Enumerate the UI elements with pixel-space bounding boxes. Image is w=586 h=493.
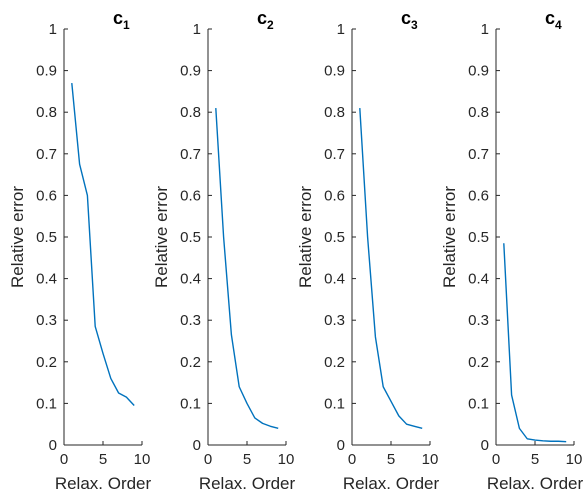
chart-2-x-tick-label: 10 [278,451,295,468]
chart-4-y-tick-label: 0.5 [468,229,489,246]
chart-3-y-tick-label: 0.3 [324,312,345,329]
chart-2-y-tick-label: 0.1 [180,395,201,412]
chart-4-x-tick-label: 0 [492,451,500,468]
chart-4-y-tick-label: 0.7 [468,146,489,163]
chart-4-y-tick-label: 0.4 [468,271,489,288]
chart-2-y-tick-label: 1 [193,21,201,38]
chart-4-y-tick-label: 0.9 [468,63,489,80]
chart-3-title: c3 [401,8,418,32]
chart-4-y-axis-label: Relative error [440,186,459,288]
chart-3-x-tick-label: 10 [422,451,439,468]
chart-1-y-tick-label: 0.2 [36,354,57,371]
chart-2-x-tick-label: 0 [204,451,212,468]
chart-2-y-axis-label: Relative error [152,186,171,288]
chart-2-y-tick-label: 0 [193,437,201,454]
chart-3-y-tick-label: 0.5 [324,229,345,246]
chart-3-y-tick-label: 0.9 [324,63,345,80]
chart-4-y-tick-label: 0.1 [468,395,489,412]
chart-1-title: c1 [113,8,130,32]
chart-3-x-tick-label: 0 [348,451,356,468]
chart-1-x-tick-label: 10 [134,451,151,468]
chart-1-x-tick-label: 5 [99,451,107,468]
chart-1-y-tick-label: 0.7 [36,146,57,163]
chart-3-y-tick-label: 0.2 [324,354,345,371]
chart-2-y-tick-label: 0.2 [180,354,201,371]
chart-4-y-tick-label: 0.6 [468,187,489,204]
chart-2-y-tick-label: 0.4 [180,271,201,288]
chart-4-y-tick-label: 0 [481,437,489,454]
chart-3-y-tick-label: 0.1 [324,395,345,412]
chart-2-y-tick-label: 0.6 [180,187,201,204]
chart-4-x-axis-label: Relax. Order [487,474,584,493]
chart-1-y-tick-label: 0.3 [36,312,57,329]
chart-1-y-tick-label: 0.1 [36,395,57,412]
chart-1-series-line [71,83,135,406]
chart-2-y-tick-label: 0.9 [180,63,201,80]
chart-1-x-tick-label: 0 [60,451,68,468]
chart-4-y-tick-label: 0.3 [468,312,489,329]
chart-1-y-tick-label: 0.4 [36,271,57,288]
chart-1-y-tick-label: 0.8 [36,104,57,121]
chart-3-y-tick-label: 0.6 [324,187,345,204]
chart-4-title: c4 [545,8,562,32]
chart-2-y-tick-label: 0.5 [180,229,201,246]
chart-2-y-tick-label: 0.8 [180,104,201,121]
chart-1-y-tick-label: 1 [49,21,57,38]
chart-1-x-axis-label: Relax. Order [55,474,152,493]
chart-3-y-axis-label: Relative error [296,186,315,288]
chart-4-x-tick-label: 5 [531,451,539,468]
chart-3-y-tick-label: 0.4 [324,271,345,288]
chart-4-y-tick-label: 1 [481,21,489,38]
chart-3-y-tick-label: 0 [337,437,345,454]
chart-2-x-axis-label: Relax. Order [199,474,296,493]
chart-2-series-line [215,107,279,430]
chart-2-y-tick-label: 0.7 [180,146,201,163]
chart-1-y-tick-label: 0.9 [36,63,57,80]
chart-4-y-tick-label: 0.2 [468,354,489,371]
chart-1-y-tick-label: 0 [49,437,57,454]
chart-2-title: c2 [257,8,274,32]
chart-3-y-tick-label: 0.8 [324,104,345,121]
chart-1-y-axis-label: Relative error [8,186,27,288]
chart-3-x-axis-label: Relax. Order [343,474,440,493]
chart-3-y-tick-label: 1 [337,21,345,38]
chart-2-x-tick-label: 5 [243,451,251,468]
chart-4-x-tick-label: 10 [566,451,583,468]
chart-3-y-tick-label: 0.7 [324,146,345,163]
chart-4-series-line [503,243,567,443]
chart-3-x-tick-label: 5 [387,451,395,468]
chart-1-y-tick-label: 0.6 [36,187,57,204]
chart-4-y-tick-label: 0.8 [468,104,489,121]
chart-3-series-line [359,107,423,430]
chart-1-y-tick-label: 0.5 [36,229,57,246]
chart-2-y-tick-label: 0.3 [180,312,201,329]
